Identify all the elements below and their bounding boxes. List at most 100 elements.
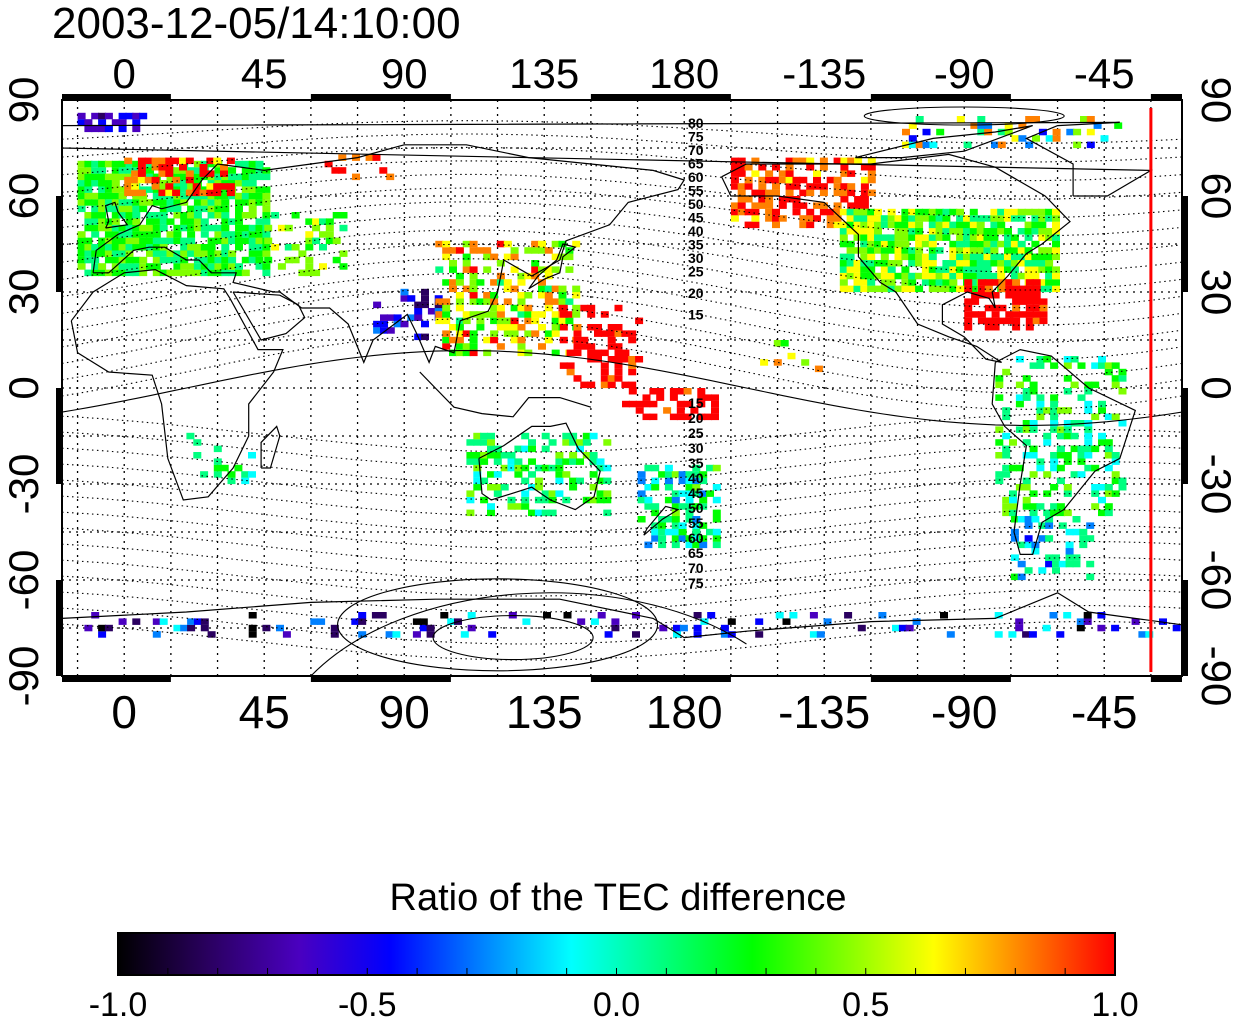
tec-patch bbox=[510, 304, 519, 312]
tec-patch bbox=[915, 272, 924, 280]
tec-patch bbox=[305, 263, 314, 270]
frame-bar-top bbox=[62, 94, 171, 100]
tec-patch bbox=[262, 212, 271, 219]
tec-patch bbox=[77, 173, 86, 181]
tec-patch bbox=[737, 208, 746, 216]
tec-patch bbox=[587, 381, 596, 389]
tec-patch bbox=[528, 458, 536, 465]
tec-patch bbox=[200, 250, 209, 257]
tec-patch bbox=[1084, 452, 1093, 459]
tec-patch bbox=[1032, 317, 1041, 325]
tec-patch bbox=[118, 618, 127, 625]
tec-patch bbox=[496, 279, 505, 286]
tec-patch bbox=[963, 215, 971, 222]
tec-patch bbox=[480, 458, 489, 465]
tec-patch bbox=[193, 173, 202, 181]
tec-patch bbox=[193, 269, 202, 277]
tec-patch bbox=[200, 218, 209, 225]
tec-patch bbox=[600, 368, 609, 376]
tec-patch bbox=[165, 157, 174, 165]
tec-patch bbox=[587, 343, 596, 350]
tec-patch bbox=[1038, 247, 1047, 254]
tec-patch bbox=[235, 237, 243, 245]
tec-patch bbox=[942, 228, 951, 235]
tec-patch bbox=[685, 516, 694, 523]
tec-patch bbox=[241, 212, 250, 219]
tec-patch bbox=[555, 490, 564, 497]
tec-patch bbox=[1058, 560, 1067, 568]
tec-patch bbox=[1022, 452, 1031, 459]
tec-patch bbox=[104, 256, 113, 264]
tec-patch bbox=[248, 631, 257, 638]
magnetic-latitude-contour bbox=[62, 477, 1182, 517]
tec-patch bbox=[860, 247, 869, 254]
magnetic-latitude-contours bbox=[62, 106, 1182, 676]
tec-patch bbox=[573, 349, 582, 357]
tec-patch bbox=[271, 244, 280, 251]
tec-patch bbox=[77, 192, 86, 200]
frame-bar-bottom bbox=[62, 676, 171, 682]
tec-patch bbox=[676, 400, 685, 408]
left-lat-label: 90 bbox=[0, 77, 47, 124]
tec-patch bbox=[566, 362, 575, 369]
tec-patch bbox=[548, 490, 557, 497]
tec-patch bbox=[385, 631, 394, 638]
tec-patch bbox=[521, 432, 530, 440]
tec-patch bbox=[1017, 573, 1026, 581]
tec-patch bbox=[600, 311, 609, 318]
mag-lat-label-north: 70 bbox=[688, 142, 704, 158]
tec-patch bbox=[125, 244, 134, 251]
tec-patch bbox=[1029, 381, 1038, 389]
tec-patch bbox=[1004, 240, 1012, 248]
tec-patch bbox=[1017, 541, 1026, 549]
tec-patch bbox=[1077, 452, 1086, 459]
tec-patch bbox=[510, 266, 519, 273]
tec-patch bbox=[1052, 279, 1060, 286]
tec-patch bbox=[956, 215, 965, 222]
tec-patch bbox=[1056, 407, 1065, 414]
tec-patch bbox=[551, 324, 560, 331]
tec-patch bbox=[928, 228, 937, 235]
tec-patch bbox=[580, 336, 589, 344]
tec-patch bbox=[528, 439, 536, 446]
tec-patch bbox=[730, 183, 739, 190]
tec-patch bbox=[255, 237, 264, 245]
tec-patch bbox=[1058, 522, 1067, 529]
tec-patch bbox=[469, 298, 478, 305]
tec-patch bbox=[572, 311, 581, 318]
tec-patch bbox=[125, 205, 134, 213]
tec-patch bbox=[908, 279, 917, 286]
tec-patch bbox=[534, 477, 543, 485]
tec-patch bbox=[1065, 528, 1074, 536]
tec-patch bbox=[104, 624, 113, 632]
tec-patch bbox=[1025, 317, 1034, 325]
bottom-lon-label: -45 bbox=[1071, 686, 1137, 738]
tec-patch bbox=[867, 266, 876, 273]
tec-patch bbox=[1091, 503, 1100, 510]
tec-patch bbox=[111, 180, 120, 187]
tec-patch bbox=[1036, 503, 1045, 510]
tec-patch bbox=[132, 205, 141, 213]
tec-patch bbox=[193, 212, 202, 219]
tec-patch bbox=[860, 266, 869, 273]
tec-patch bbox=[908, 247, 917, 254]
tec-patch bbox=[192, 183, 201, 190]
tec-patch bbox=[1063, 375, 1072, 382]
tec-patch bbox=[521, 496, 530, 504]
tec-patch bbox=[173, 199, 182, 206]
tec-patch bbox=[1029, 452, 1038, 459]
tec-patch bbox=[787, 352, 796, 360]
tec-patch bbox=[248, 167, 257, 174]
tec-patch bbox=[146, 263, 154, 270]
tec-patch bbox=[685, 535, 694, 542]
tec-patch bbox=[614, 368, 623, 376]
tec-patch bbox=[1077, 458, 1086, 465]
tec-patch bbox=[146, 212, 154, 219]
tec-patch bbox=[991, 324, 1000, 331]
magnetic-latitude-contour bbox=[62, 541, 1182, 581]
tec-patch bbox=[98, 218, 107, 225]
tec-patch bbox=[77, 180, 86, 187]
tec-patch bbox=[421, 295, 429, 302]
tec-patch bbox=[737, 170, 746, 177]
tec-patch bbox=[84, 180, 93, 187]
